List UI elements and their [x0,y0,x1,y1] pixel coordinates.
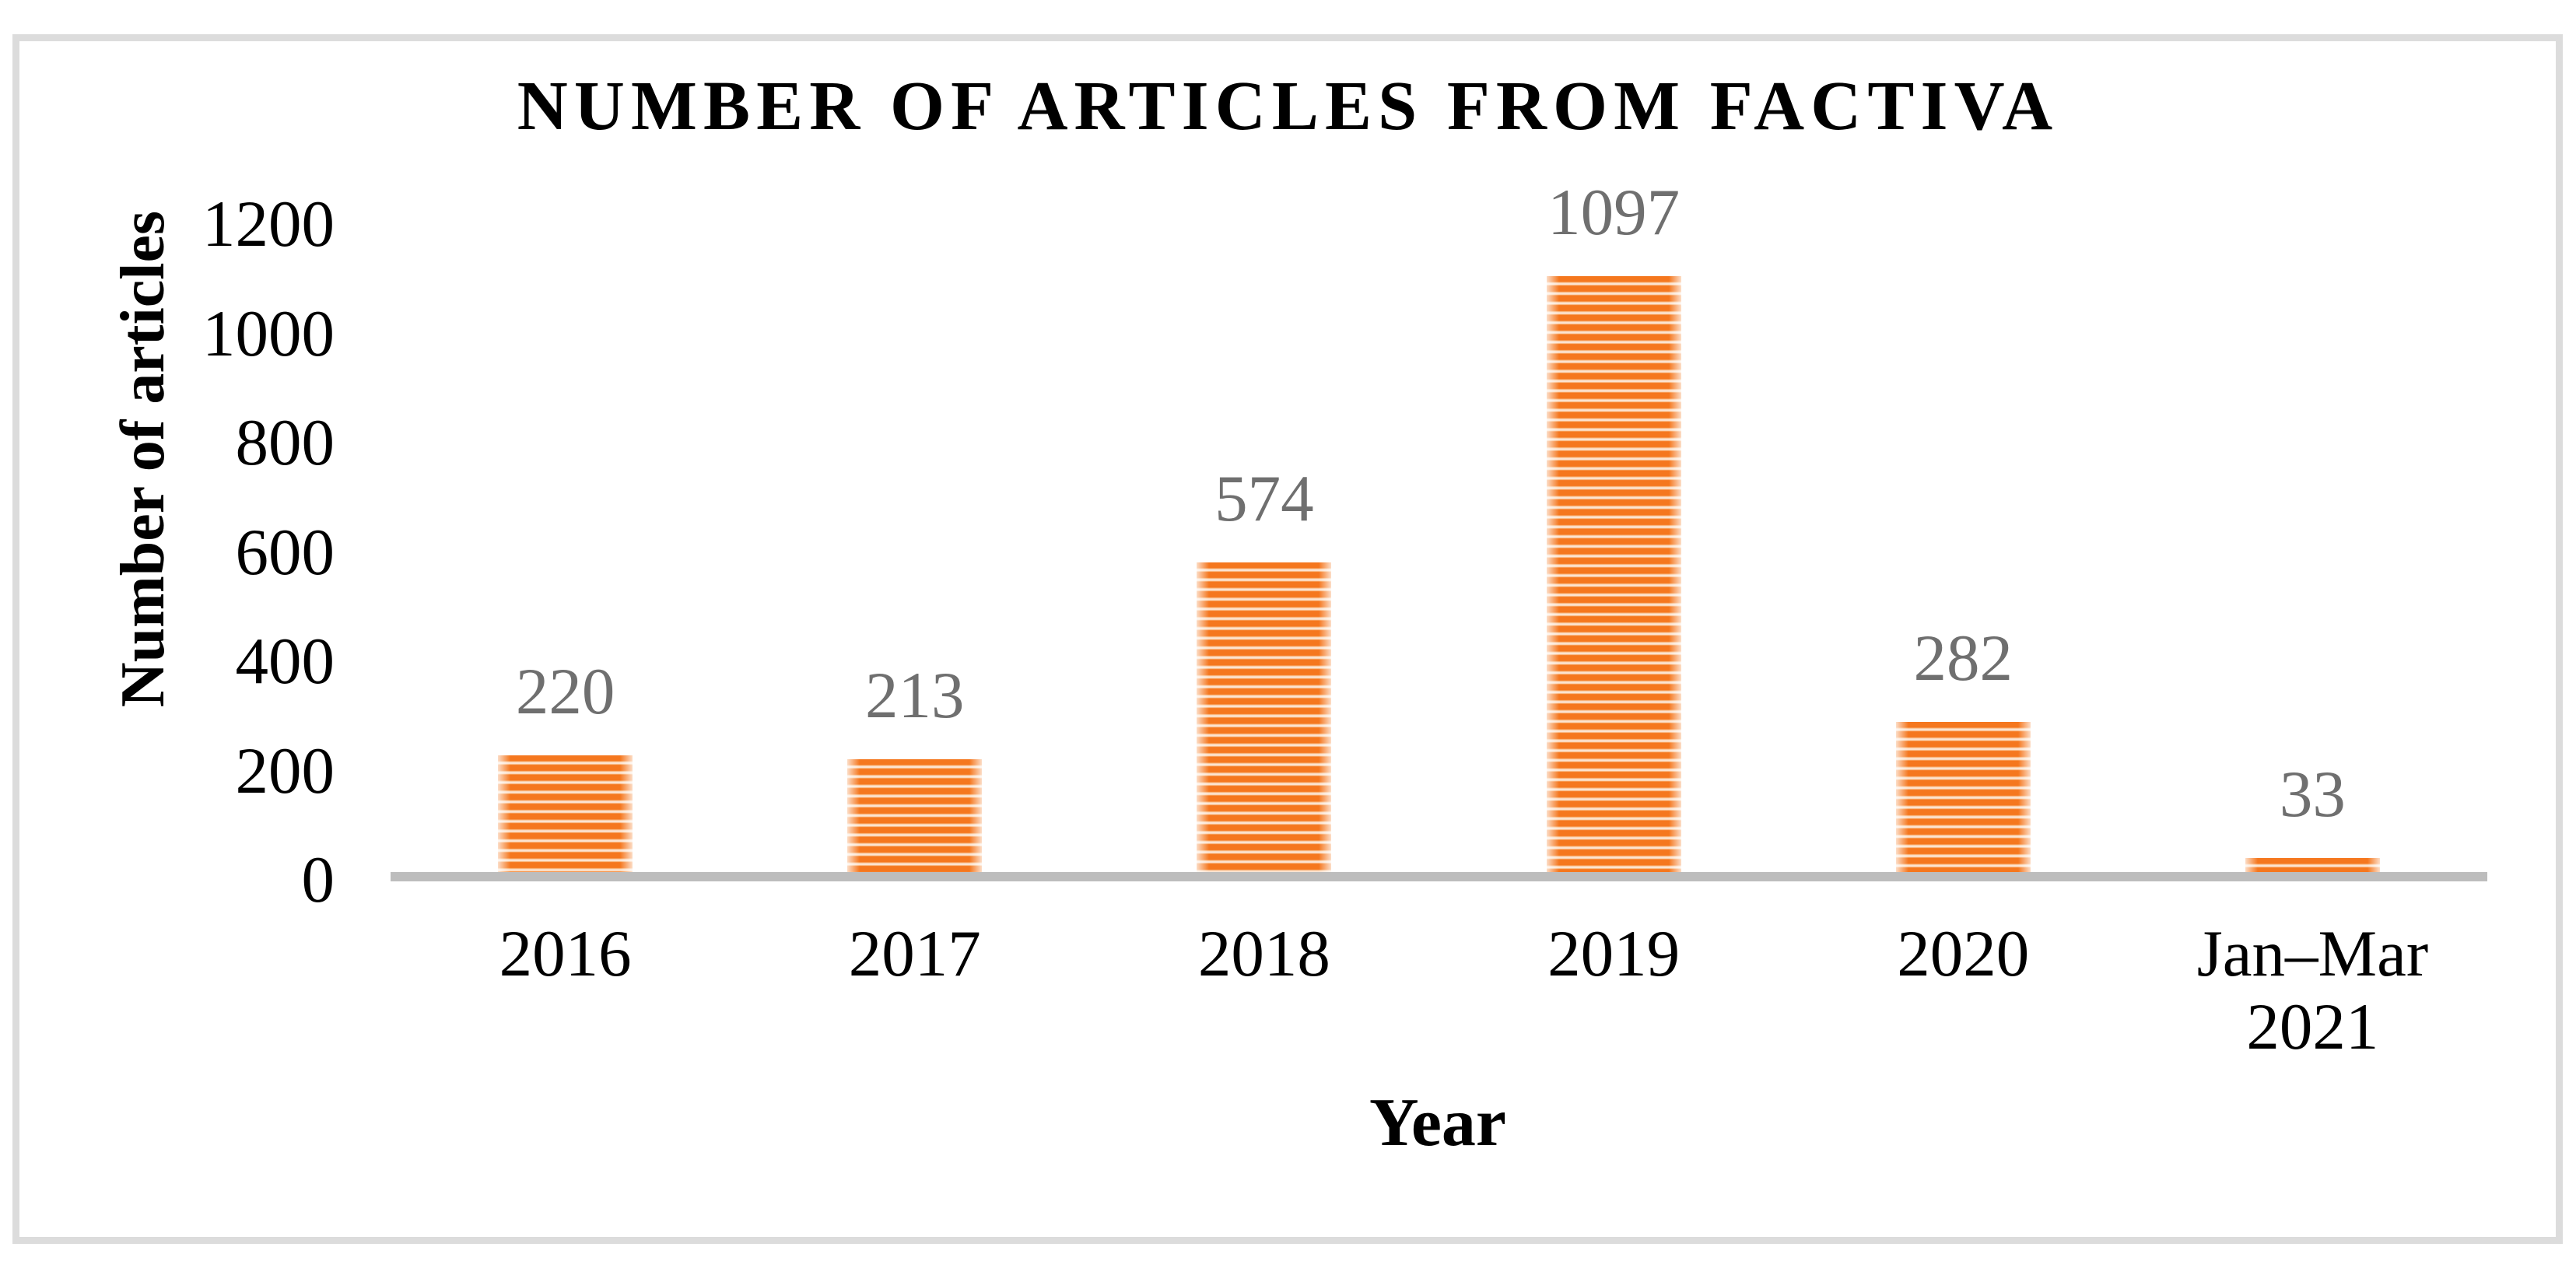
bar-data-label: 282 [1913,621,2013,695]
y-tick-label: 0 [301,843,335,916]
bar [498,755,633,877]
x-tick-label: 2017 [848,917,981,990]
y-tick-label: 800 [235,406,335,479]
chart-title: NUMBER OF ARTICLES FROM FACTIVA [517,68,2059,145]
x-tick-label: 2018 [1197,917,1330,990]
x-axis-title: Year [1369,1085,1506,1161]
y-tick-label: 600 [235,515,335,589]
bar [1197,562,1332,878]
bar [1895,721,2031,878]
y-tick-label: 200 [235,734,335,807]
bar-data-label: 213 [865,659,965,733]
x-tick-label: 2020 [1897,917,2030,990]
bar-data-label: 33 [2279,757,2346,831]
bar [847,759,983,877]
x-axis-line [391,872,2487,881]
chart-border-frame [12,34,2563,1244]
y-tick-label: 400 [235,625,335,698]
x-tick-label: Jan–Mar 2021 [2196,917,2429,1063]
bar-data-label: 574 [1214,461,1314,535]
bar [1546,276,1681,877]
y-tick-label: 1200 [202,187,335,261]
y-tick-label: 1000 [202,296,335,370]
bar-data-label: 220 [515,655,615,729]
x-tick-label: 2019 [1547,917,1681,990]
bar-data-label: 1097 [1547,176,1681,250]
x-tick-label: 2016 [499,917,632,990]
